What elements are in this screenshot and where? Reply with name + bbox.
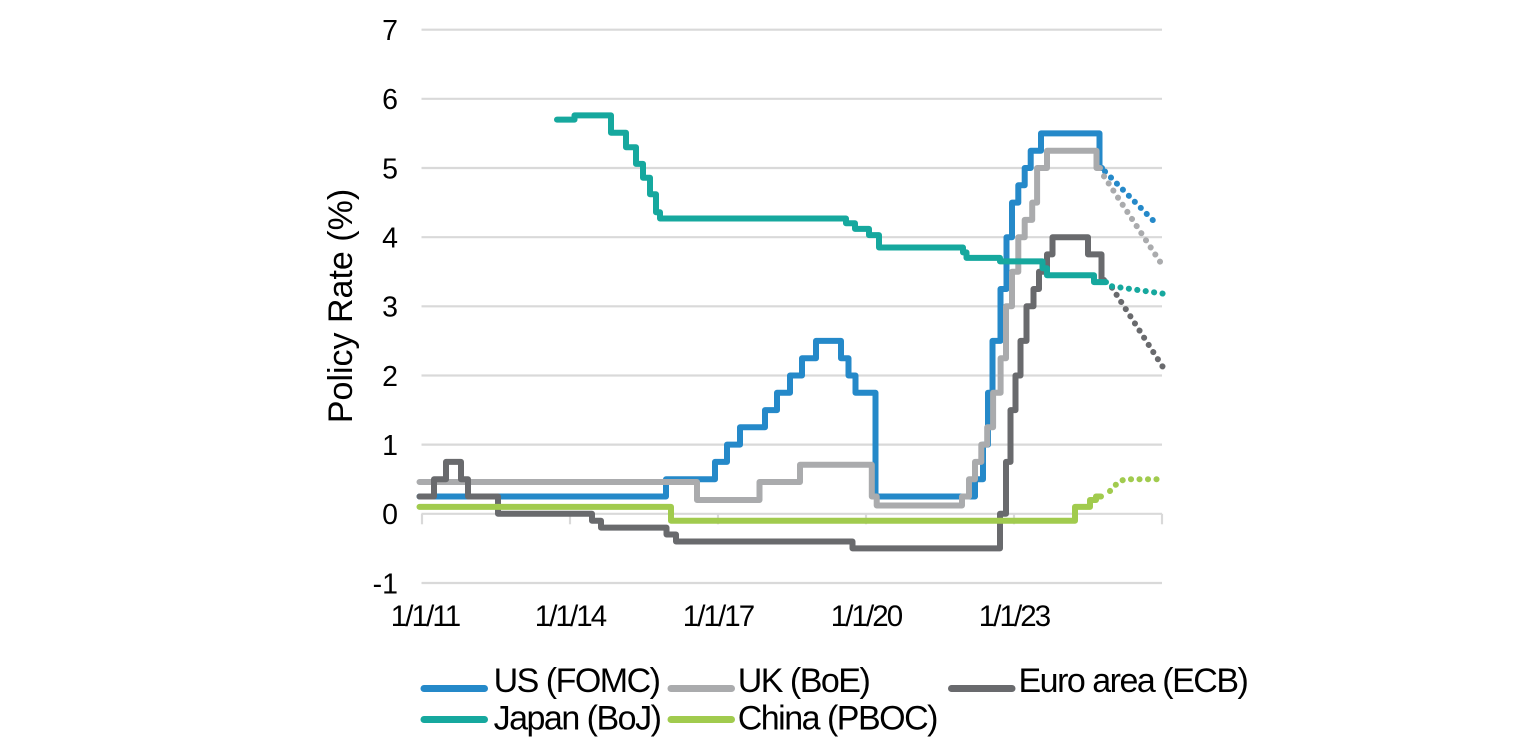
svg-text:3: 3 xyxy=(382,292,398,324)
svg-text:5: 5 xyxy=(382,153,398,185)
svg-text:6: 6 xyxy=(382,84,398,116)
svg-text:2: 2 xyxy=(382,361,398,393)
svg-text:China (PBOC): China (PBOC) xyxy=(738,700,937,738)
svg-text:4: 4 xyxy=(382,223,398,255)
svg-text:Policy Rate (%): Policy Rate (%) xyxy=(322,189,360,423)
svg-text:US (FOMC): US (FOMC) xyxy=(494,662,660,700)
svg-text:Japan (BoJ): Japan (BoJ) xyxy=(494,700,661,738)
svg-text:0: 0 xyxy=(382,499,398,531)
svg-text:1: 1 xyxy=(382,430,398,462)
svg-text:7: 7 xyxy=(382,15,398,47)
svg-text:1/1/20: 1/1/20 xyxy=(831,600,903,633)
svg-text:1/1/17: 1/1/17 xyxy=(683,600,754,633)
svg-text:1/1/14: 1/1/14 xyxy=(535,600,607,633)
svg-text:1/1/11: 1/1/11 xyxy=(391,600,460,633)
svg-text:1/1/23: 1/1/23 xyxy=(979,600,1051,633)
svg-text:UK (BoE): UK (BoE) xyxy=(738,662,870,700)
svg-text:-1: -1 xyxy=(373,568,398,600)
svg-text:Euro area (ECB): Euro area (ECB) xyxy=(1019,662,1248,700)
